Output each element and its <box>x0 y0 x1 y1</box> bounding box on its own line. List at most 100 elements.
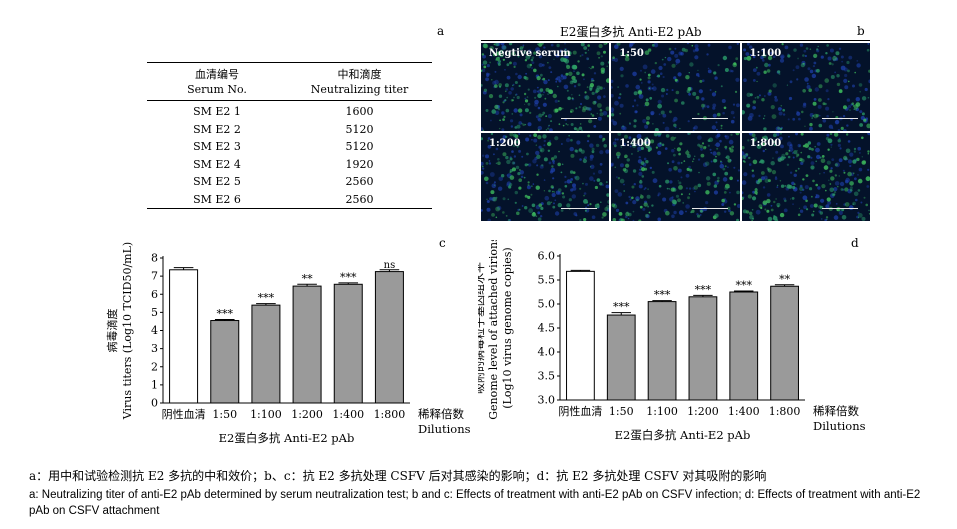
significance-label: ** <box>779 273 791 286</box>
significance-label: ns <box>384 260 396 271</box>
scale-bar <box>821 208 858 209</box>
bar <box>688 296 718 401</box>
table-row: SM E2 5 2560 <box>147 173 432 191</box>
bar <box>333 283 363 404</box>
table-header: 血清编号 Serum No. 中和滴度 Neutralizing titer <box>147 62 432 101</box>
significance-label: *** <box>340 271 357 284</box>
significance-label: *** <box>736 279 753 292</box>
y-tick-label: 7 <box>151 270 158 283</box>
bar <box>169 269 199 404</box>
micrograph-label: Negtive serum <box>489 48 571 59</box>
titer-cell: 1920 <box>345 157 374 171</box>
dilutions-label-cn: 稀释倍数 <box>418 407 464 421</box>
table-row: SM E2 4 1920 <box>147 156 432 174</box>
col2-header-en: Neutralizing titer <box>310 83 409 96</box>
panel-label-a: a <box>437 24 445 38</box>
y-tick-label: 4 <box>151 324 158 337</box>
dilutions-label-en: Dilutions <box>813 419 866 433</box>
scale-bar <box>691 208 728 209</box>
chart-virus-titers: 0 1 2 3 4 5 6 7 8 阴性血清 *** 1:50 *** 1:100 ** 1:200 *** 1:… <box>105 242 471 445</box>
bar <box>606 314 636 401</box>
panel-label-d: d <box>851 236 859 250</box>
titer-cell: 5120 <box>345 122 374 136</box>
scale-bar <box>561 118 598 119</box>
table-row: SM E2 3 5120 <box>147 138 432 156</box>
micrograph-tile: 1:50 <box>611 43 740 131</box>
y-tick-label: 4.0 <box>538 346 556 359</box>
x-tick-label: 1:100 <box>250 408 282 421</box>
x-tick-label: 1:200 <box>291 408 323 421</box>
x-tick-label: 1:800 <box>769 405 801 418</box>
chart-attached-genome: 3.0 3.5 4.0 4.5 5.0 5.5 6.0 阴性血清 *** 1:50 *** 1:100… <box>478 240 866 442</box>
y-axis-label: Genome level of attached virions <box>487 240 500 420</box>
neutralization-table: 血清编号 Serum No. 中和滴度 Neutralizing titer S… <box>147 62 432 209</box>
y-tick-label: 1 <box>151 378 158 391</box>
table-row: SM E2 2 5120 <box>147 121 432 139</box>
y-tick-label: 6.0 <box>538 250 556 263</box>
table-row: SM E2 1 1600 <box>147 103 432 121</box>
x-tick-label: 1:200 <box>687 405 719 418</box>
serum-cell: SM E2 5 <box>193 175 241 188</box>
x-axis-title: E2蛋白多抗 Anti-E2 pAb <box>219 431 355 445</box>
y-tick-label: 3.5 <box>538 370 556 383</box>
micrograph-tile: 1:100 <box>741 43 870 131</box>
y-tick-label: 5.0 <box>538 298 556 311</box>
micrograph-tile: 1:200 <box>481 133 610 221</box>
y-tick-label: 8 <box>151 252 158 265</box>
y-axis-label: (Log10 virus genome copies) <box>501 247 514 408</box>
serum-cell: SM E2 6 <box>193 192 241 206</box>
micrograph-tile: 1:400 <box>611 133 740 221</box>
x-tick-label: 阴性血清 <box>162 407 206 421</box>
x-tick-label: 1:50 <box>609 405 634 418</box>
y-axis-label: 病毒滴度 <box>105 309 119 353</box>
y-tick-label: 0 <box>151 397 158 410</box>
y-tick-label: 6 <box>151 288 158 301</box>
col1-header-cn: 血清编号 <box>195 68 239 81</box>
micrograph-grid: Negtive serum 1:50 1:100 1:200 1:400 1:800 <box>481 43 870 221</box>
bar <box>374 271 404 404</box>
significance-label: ** <box>302 272 314 285</box>
titer-cell: 2560 <box>345 192 374 206</box>
titer-cell: 1600 <box>345 105 374 118</box>
significance-label: *** <box>695 283 712 296</box>
figure-caption-cn: a：用中和试验检测抗 E2 多抗的中和效价；b、c：抗 E2 多抗处理 CSFV… <box>29 469 767 483</box>
y-axis-label: Virus titers (Log10 TCID50/mL) <box>121 242 134 420</box>
bar <box>770 285 799 401</box>
bar <box>566 270 595 401</box>
significance-label: *** <box>613 301 630 314</box>
serum-cell: SM E2 2 <box>193 122 241 136</box>
y-tick-label: 2 <box>151 360 158 373</box>
serum-cell: SM E2 1 <box>193 105 241 118</box>
bar <box>292 285 322 404</box>
col2-header-cn: 中和滴度 <box>337 68 382 81</box>
micrograph-label: 1:100 <box>749 48 782 59</box>
dilutions-label-en: Dilutions <box>418 422 471 436</box>
panel-label-b: b <box>857 24 865 38</box>
micrograph-label: 1:800 <box>749 138 782 149</box>
x-tick-label: 阴性血清 <box>558 404 602 418</box>
bar <box>251 304 281 404</box>
table-row: SM E2 6 2560 <box>147 191 432 209</box>
significance-label: *** <box>654 289 671 302</box>
dilutions-label-cn: 稀释倍数 <box>813 404 859 418</box>
x-tick-label: 1:400 <box>332 408 364 421</box>
x-axis-title: E2蛋白多抗 Anti-E2 pAb <box>615 428 751 442</box>
micrograph-title: E2蛋白多抗 Anti-E2 pAb <box>560 25 702 39</box>
scale-bar <box>821 118 858 119</box>
micrograph-tile: Negtive serum <box>481 43 610 131</box>
y-tick-label: 4.5 <box>538 322 556 335</box>
x-tick-label: 1:800 <box>374 408 406 421</box>
serum-cell: SM E2 3 <box>193 140 241 153</box>
micrograph-tile: 1:800 <box>741 133 870 221</box>
micrograph-label: 1:200 <box>489 138 521 149</box>
panel-label-c: c <box>439 236 446 250</box>
y-tick-label: 3 <box>151 342 158 355</box>
serum-cell: SM E2 4 <box>193 157 241 171</box>
significance-label: *** <box>258 292 275 305</box>
micrograph-label: 1:50 <box>619 48 644 59</box>
x-tick-label: 1:100 <box>646 405 678 418</box>
x-tick-label: 1:50 <box>212 408 237 421</box>
titer-cell: 2560 <box>345 175 374 188</box>
micrograph-label: 1:400 <box>619 138 651 149</box>
bar <box>647 301 677 401</box>
